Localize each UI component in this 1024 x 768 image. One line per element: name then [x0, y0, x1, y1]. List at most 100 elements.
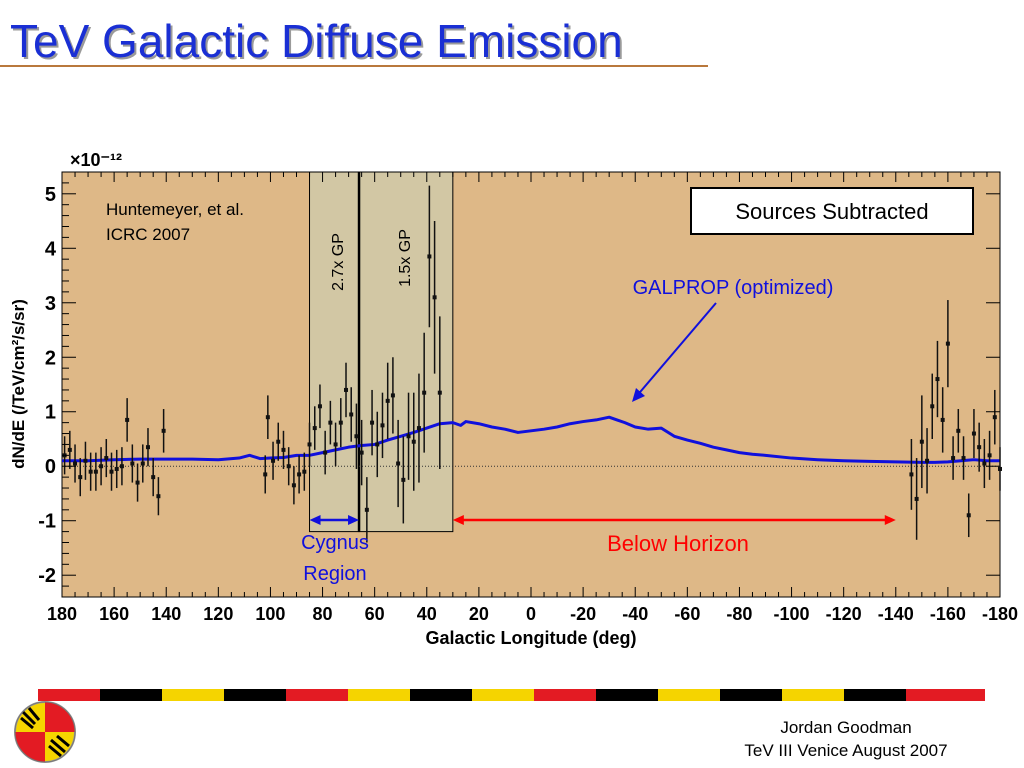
cygnus-region-arrow: [309, 515, 360, 525]
data-point: [396, 419, 401, 508]
axes: 180 160 140 120 100 80 60 40 20 0 -20 -40 -60 -80 -100…: [38, 172, 1018, 624]
data-points-layer: [62, 185, 1002, 543]
data-point: [328, 400, 333, 445]
x-tick-label: 80: [313, 604, 333, 624]
data-point: [286, 447, 291, 486]
region-bands: [309, 171, 454, 533]
data-point: [291, 466, 296, 505]
data-point: [971, 409, 976, 459]
data-point: [323, 430, 328, 475]
footer-author: Jordan Goodman: [780, 718, 912, 737]
data-point: [99, 447, 104, 486]
data-point: [130, 444, 135, 483]
x-tick-label: -180: [982, 604, 1018, 624]
data-point: [307, 422, 312, 467]
y-tick-label: -1: [38, 511, 56, 533]
data-point: [359, 419, 364, 486]
data-point: [67, 430, 72, 469]
x-tick-label: 180: [47, 604, 77, 624]
x-tick-label: 0: [526, 604, 536, 624]
band-right-label: 1.5x GP: [397, 229, 414, 287]
y-multiplier: ×10⁻¹²: [70, 150, 122, 170]
data-point: [977, 422, 982, 472]
data-point: [416, 373, 421, 483]
plot-area: [61, 171, 1001, 598]
university-seal-logo: [14, 701, 76, 763]
x-tick-label: -100: [774, 604, 810, 624]
x-tick-label: 60: [365, 604, 385, 624]
data-point: [992, 389, 997, 445]
data-point: [951, 436, 956, 480]
y-tick-label: 3: [45, 293, 56, 315]
data-point: [271, 441, 276, 480]
y-tick-label: 5: [45, 184, 56, 206]
data-point: [909, 438, 914, 510]
data-point: [119, 447, 124, 486]
citation-line-2: ICRC 2007: [106, 225, 190, 244]
data-point: [151, 458, 156, 497]
data-point: [338, 398, 343, 448]
x-tick-label: -80: [726, 604, 752, 624]
data-point: [317, 384, 322, 429]
galprop-curve-layer: [62, 415, 1000, 464]
sources-subtracted-label: Sources Subtracted: [735, 199, 928, 224]
x-tick-label: -20: [570, 604, 596, 624]
title-underline: [0, 65, 708, 67]
data-point: [919, 395, 924, 489]
data-point: [385, 362, 390, 439]
y-tick-label: 1: [45, 402, 56, 424]
galprop-label: GALPROP (optimized): [633, 277, 834, 299]
x-tick-label: 140: [151, 604, 181, 624]
band-left-label: 2.7x GP: [330, 233, 347, 291]
data-point: [140, 444, 145, 483]
data-point: [966, 493, 971, 538]
data-point: [935, 340, 940, 418]
x-tick-label: 40: [417, 604, 437, 624]
data-point: [364, 477, 369, 543]
data-point: [344, 362, 349, 418]
data-point: [88, 452, 93, 491]
data-point: [914, 458, 919, 540]
cygnus-label-line-2: Region: [303, 563, 366, 585]
data-point: [930, 373, 935, 439]
data-point: [982, 438, 987, 489]
x-tick-label: 20: [469, 604, 489, 624]
x-tick-label: -40: [622, 604, 648, 624]
x-tick-label: -120: [826, 604, 862, 624]
data-point: [437, 316, 442, 469]
maryland-flag-stripe: [38, 689, 985, 701]
y-tick-label: 2: [45, 347, 56, 369]
data-point: [998, 447, 1002, 491]
data-point: [956, 409, 961, 453]
data-point: [940, 387, 945, 453]
data-point: [987, 430, 992, 480]
cygnus-label-line-1: Cygnus: [301, 532, 369, 554]
data-point: [114, 449, 119, 489]
data-point: [161, 409, 166, 453]
data-point: [156, 477, 161, 516]
below-horizon-label: Below Horizon: [607, 531, 749, 556]
data-point: [354, 403, 359, 469]
data-point: [406, 392, 411, 480]
data-point: [145, 428, 150, 467]
y-tick-label: -2: [38, 565, 56, 587]
data-point: [333, 422, 338, 467]
range-arrows: [309, 515, 896, 525]
data-point: [135, 463, 140, 502]
data-point: [390, 357, 395, 434]
data-point: [78, 458, 83, 497]
data-point: [925, 428, 930, 494]
data-point: [370, 389, 375, 456]
data-point: [125, 398, 130, 442]
data-point: [380, 392, 385, 459]
data-point: [349, 387, 354, 442]
slide-title: TeV Galactic Diffuse Emission: [10, 15, 623, 67]
data-point: [411, 392, 416, 491]
x-tick-label: 160: [99, 604, 129, 624]
region-band: [358, 171, 454, 533]
data-point: [104, 438, 109, 478]
data-point: [961, 436, 966, 480]
data-point: [375, 411, 380, 478]
data-point: [73, 444, 78, 483]
data-point: [109, 452, 114, 491]
